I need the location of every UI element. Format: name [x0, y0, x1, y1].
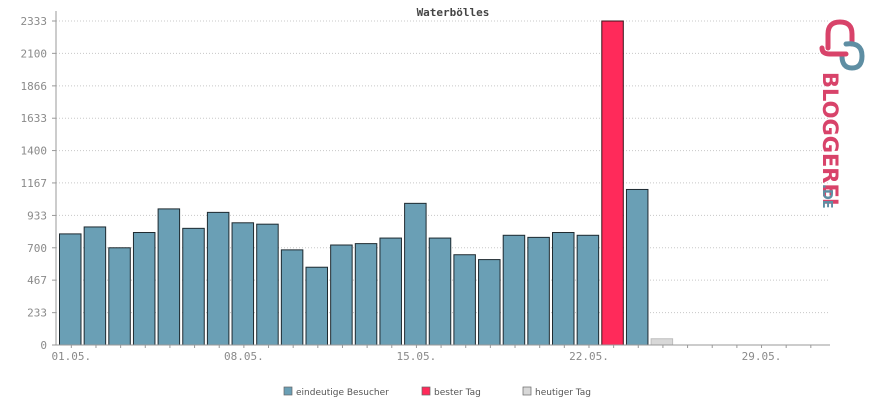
y-tick-label: 2100: [21, 47, 48, 60]
bar-visitors: [108, 247, 131, 346]
bloggerei-logo[interactable]: BLOGGEREI .DE: [818, 19, 865, 209]
bar-visitors: [552, 232, 575, 346]
y-tick-label: 2333: [21, 15, 48, 28]
y-tick-label: 467: [27, 274, 47, 287]
bar-visitors: [83, 226, 107, 346]
logo-suffix: .DE: [819, 184, 834, 209]
bar-best-day: [601, 20, 624, 346]
legend-swatch: [421, 386, 431, 396]
legend: eindeutige Besucher bester Tag heutiger Ta…: [283, 386, 591, 398]
y-tick-label: 700: [27, 242, 47, 255]
bloggerei-double-loop-icon: [819, 19, 865, 71]
y-tick-label: 933: [27, 209, 47, 222]
x-tick-label: 01.05.: [51, 350, 91, 363]
x-tick-label: 22.05.: [569, 350, 609, 363]
x-axis-ticks: 01.05. 08.05. 15.05. 22.05. 29.05.: [51, 345, 812, 363]
bar-visitors: [231, 222, 255, 346]
bar-visitors: [453, 254, 476, 346]
legend-label: heutiger Tag: [535, 388, 591, 398]
y-axis-ticks: 0 233 467 700 933 1167 1400 1633 1866 2100 2333: [21, 15, 56, 352]
x-tick-label: 15.05.: [397, 350, 437, 363]
bar-visitors: [256, 223, 279, 346]
bar-today: [650, 338, 674, 346]
legend-label: eindeutige Besucher: [296, 388, 389, 398]
y-tick-label: 1633: [21, 112, 48, 125]
y-tick-label: 233: [27, 307, 47, 320]
bars: [59, 20, 674, 346]
bar-visitors: [59, 233, 82, 346]
bar-visitors: [305, 266, 328, 346]
bar-visitors: [330, 244, 353, 346]
bar-visitors: [206, 211, 230, 346]
bar-visitors: [157, 208, 181, 346]
y-tick-label: 1167: [21, 177, 48, 190]
bar-visitors: [527, 236, 550, 346]
bar-visitors: [576, 234, 600, 346]
chart-title: Waterbölles: [417, 6, 490, 19]
bar-visitors: [404, 202, 427, 346]
legend-swatch: [283, 386, 293, 396]
bar-visitors: [132, 232, 156, 346]
bar-visitors: [625, 188, 649, 346]
bar-visitors: [478, 259, 501, 346]
legend-swatch: [522, 386, 532, 396]
bar-visitors: [182, 227, 205, 346]
bar-visitors: [428, 237, 452, 346]
y-tick-label: 1866: [21, 80, 48, 93]
logo-text: BLOGGEREI: [818, 72, 842, 206]
x-tick-label: 29.05.: [742, 350, 782, 363]
axes: [55, 11, 830, 346]
bar-visitors: [280, 249, 304, 346]
bar-visitors: [354, 243, 378, 346]
bar-visitors: [379, 237, 402, 346]
x-tick-label: 08.05.: [224, 350, 264, 363]
legend-label: bester Tag: [434, 388, 481, 398]
bar-visitors: [502, 234, 526, 346]
y-tick-label: 0: [40, 339, 47, 352]
y-tick-label: 1400: [21, 145, 48, 158]
